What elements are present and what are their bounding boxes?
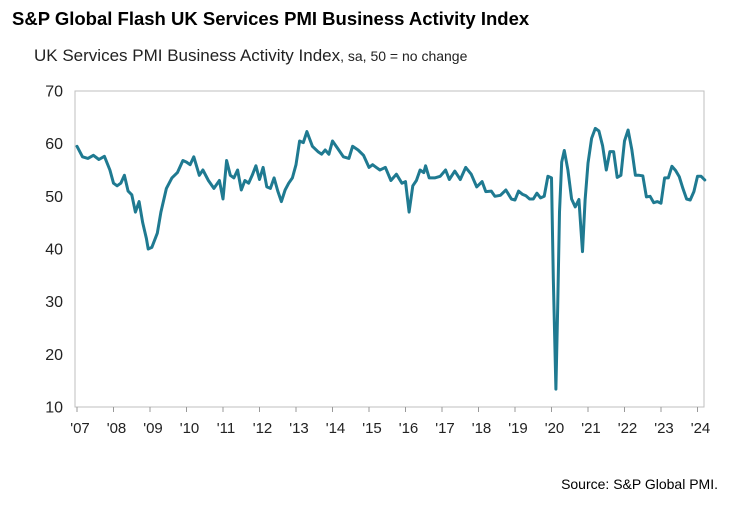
x-tick-label: '12 bbox=[253, 420, 273, 437]
x-tick-label: '21 bbox=[581, 420, 601, 437]
chart-axes bbox=[74, 90, 705, 408]
subtitle-note: , sa, 50 = no change bbox=[340, 48, 468, 64]
y-tick-label: 30 bbox=[45, 294, 63, 311]
series-line bbox=[75, 126, 707, 391]
x-tick-label: '07 bbox=[70, 420, 90, 437]
subtitle-main: UK Services PMI Business Activity Index bbox=[34, 46, 341, 65]
y-tick-label: 50 bbox=[45, 189, 63, 206]
x-tick-label: '20 bbox=[545, 420, 565, 437]
x-tick-label: '14 bbox=[326, 420, 346, 437]
y-tick-label: 60 bbox=[45, 136, 63, 153]
x-tick-label: '11 bbox=[217, 420, 235, 437]
y-tick-label: 70 bbox=[45, 84, 63, 101]
x-tick-label: '19 bbox=[508, 420, 528, 437]
y-tick-label: 40 bbox=[45, 242, 63, 259]
x-tick-label: '16 bbox=[399, 420, 419, 437]
x-tick-label: '10 bbox=[180, 420, 200, 437]
x-tick-label: '18 bbox=[472, 420, 492, 437]
x-tick-label: '22 bbox=[618, 420, 638, 437]
chart-title: S&P Global Flash UK Services PMI Busines… bbox=[12, 8, 530, 29]
x-tick-label: '09 bbox=[143, 420, 163, 437]
source-note: Source: S&P Global PMI. bbox=[561, 476, 718, 492]
x-tick-label: '13 bbox=[289, 420, 309, 437]
x-tick-label: '23 bbox=[654, 420, 674, 437]
y-tick-label: 20 bbox=[45, 347, 63, 364]
x-tick-label: '15 bbox=[362, 420, 382, 437]
x-tick-label: '17 bbox=[435, 420, 455, 437]
chart-subtitle: UK Services PMI Business Activity Index,… bbox=[34, 46, 467, 66]
x-tick-label: '24 bbox=[691, 420, 711, 437]
chart-ticks: 10 20 30 40 50 60 70 '07 '08 '09 '10 '11 '12 '13 '14 '1… bbox=[45, 84, 710, 438]
x-tick-label: '08 bbox=[107, 420, 127, 437]
y-tick-label: 10 bbox=[45, 400, 63, 417]
plot-frame bbox=[74, 90, 705, 408]
chart-series bbox=[75, 126, 707, 391]
